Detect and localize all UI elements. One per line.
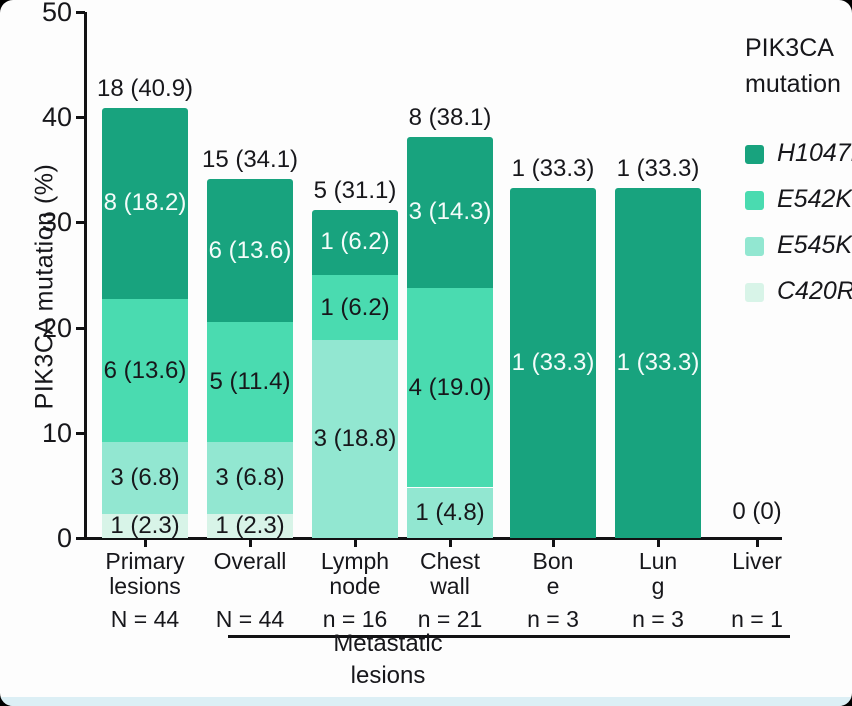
x-axis-line (80, 537, 782, 540)
bar-segment (207, 322, 293, 443)
bar-total-label: 5 (31.1) (313, 176, 397, 204)
bar-total-label: 8 (38.1) (408, 104, 492, 132)
segment-label: 3 (6.8) (110, 464, 180, 492)
segment-label: 1 (4.8) (415, 498, 485, 526)
y-tick-label: 50 (41, 0, 72, 27)
y-tick-label: 0 (56, 523, 72, 553)
bar-total-label: 1 (33.3) (511, 154, 595, 182)
y-tick-label: 10 (41, 417, 72, 448)
y-tick (76, 116, 85, 120)
group-label: Metastatic (333, 630, 443, 657)
bar-segment (407, 487, 493, 538)
bar-segment (615, 187, 701, 538)
x-tick (552, 540, 555, 547)
bar-segment (510, 187, 596, 538)
segment-label: 4 (19.0) (408, 373, 492, 401)
bar-segment (312, 275, 398, 341)
sample-size-label: N = 44 (215, 606, 285, 632)
segment-label: 1 (6.2) (320, 293, 390, 321)
bar-total-label: 0 (0) (732, 498, 782, 525)
y-tick-label: 30 (41, 207, 72, 238)
legend-item-label: E542K (777, 185, 852, 213)
category-label: g (651, 573, 665, 599)
y-tick (76, 431, 85, 435)
y-tick (76, 326, 85, 330)
segment-label: 6 (13.6) (208, 236, 292, 264)
segment-label: 1 (33.3) (511, 348, 595, 376)
legend-swatch (745, 145, 764, 164)
bar-segment (207, 442, 293, 514)
group-underline (228, 635, 790, 638)
y-tick (76, 537, 85, 540)
segment-label: 3 (18.8) (313, 425, 397, 453)
segment-label: 6 (13.6) (103, 356, 187, 384)
category-label: e (546, 573, 560, 599)
segment-label: 3 (6.8) (215, 464, 285, 492)
bar-total-label: 1 (33.3) (616, 154, 700, 182)
segment-label: 1 (6.2) (320, 228, 390, 256)
y-tick-label: 20 (41, 312, 72, 343)
segment-label: 8 (18.2) (103, 189, 187, 217)
legend-item-label: E545K (777, 231, 852, 259)
y-tick (76, 11, 85, 14)
sample-size-label: N = 44 (110, 606, 180, 632)
legend-swatch (745, 191, 764, 210)
sample-size-label: n = 3 (632, 606, 684, 632)
x-tick (449, 540, 452, 547)
sample-size-label: n = 16 (322, 606, 388, 632)
category-label: wall (430, 573, 470, 599)
bar-segment (207, 179, 293, 323)
segment-label: 5 (11.4) (209, 368, 291, 396)
y-tick (76, 221, 85, 225)
sample-size-label: n = 3 (527, 606, 579, 632)
bar-total-label: 15 (34.1) (201, 146, 299, 174)
y-tick-label: 40 (41, 102, 72, 133)
category-label: Chest (419, 548, 481, 574)
bar-segment (102, 513, 188, 538)
sample-size-label: n = 1 (731, 606, 783, 632)
bar-segment (207, 513, 293, 538)
bar-segment (102, 299, 188, 443)
bar-segment (312, 340, 398, 538)
x-tick (144, 540, 147, 547)
bar-segment (312, 209, 398, 275)
bar-segment (407, 137, 493, 288)
group-label: lesions (350, 662, 426, 689)
x-tick (354, 540, 357, 547)
bar-total-label: 18 (40.9) (96, 74, 194, 102)
bar-segment (102, 442, 188, 514)
bar-segment (102, 107, 188, 300)
sample-size-label: n = 21 (417, 606, 483, 632)
category-label: Lymph (320, 548, 390, 574)
category-label: Primary (105, 548, 185, 574)
category-label: Bon (532, 548, 574, 574)
segment-label: 1 (2.3) (215, 511, 285, 539)
category-label: Overall (213, 548, 287, 574)
y-axis-line (84, 12, 87, 540)
category-label: node (329, 573, 381, 599)
legend-swatch (745, 237, 764, 256)
legend-title: PIK3CA mutation (745, 34, 841, 98)
bottom-strip (0, 697, 852, 706)
x-tick (249, 540, 252, 547)
x-tick (657, 540, 660, 547)
segment-label: 1 (33.3) (616, 348, 700, 376)
legend: PIK3CA mutation H1047R E542K E545K C420R (745, 30, 852, 320)
legend-item-label: H1047R (777, 139, 852, 167)
legend-item-label: C420R (777, 277, 852, 305)
category-label: lesions (109, 573, 181, 599)
x-tick (756, 540, 759, 547)
segment-label: 1 (2.3) (110, 511, 180, 539)
category-label: Liver (732, 548, 782, 574)
segment-label: 3 (14.3) (408, 198, 492, 226)
category-label: Lun (638, 548, 678, 574)
bar-segment (407, 287, 493, 488)
legend-swatch (745, 283, 764, 302)
